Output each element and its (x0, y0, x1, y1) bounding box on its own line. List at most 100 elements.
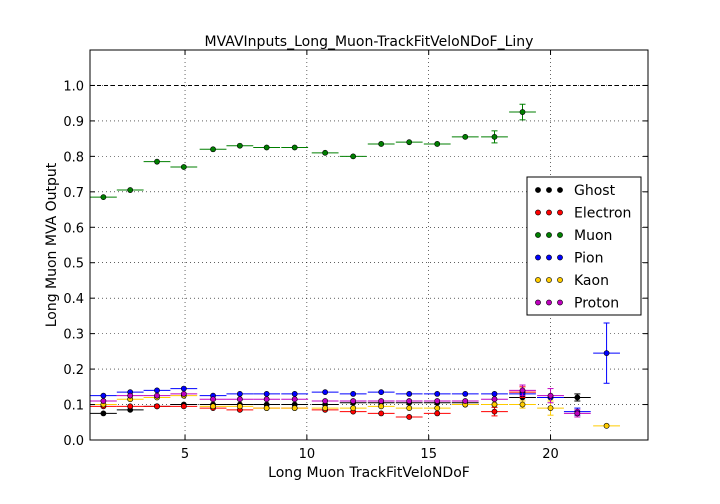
data-point (491, 396, 498, 403)
data-point (519, 109, 526, 115)
x-axis: 5 10 15 20 (181, 50, 559, 462)
data-point (378, 141, 385, 147)
data-point (350, 153, 357, 160)
y-axis-label: Long Muon MVA Output (44, 162, 60, 327)
data-point (434, 141, 441, 147)
y-tick-label: 0.5 (63, 257, 84, 272)
legend-marker (535, 299, 541, 306)
legend-marker (535, 254, 541, 261)
data-point (180, 164, 187, 170)
data-point (180, 391, 187, 397)
data-point (603, 350, 610, 357)
data-point (406, 391, 413, 397)
data-point (378, 403, 385, 410)
legend-marker (557, 299, 563, 306)
data-point (263, 144, 270, 151)
data-point (127, 187, 134, 193)
legend-entry: Kaon (535, 273, 609, 289)
y-tick-label: 0.0 (63, 434, 84, 449)
data-point (263, 405, 270, 411)
y-tick-label: 0.8 (63, 150, 84, 165)
data-point (491, 401, 498, 408)
data-point (154, 387, 160, 394)
data-point (491, 391, 498, 397)
legend-label: Proton (574, 296, 619, 312)
data-point (350, 391, 357, 397)
legend-entry: Muon (535, 228, 612, 244)
data-point (100, 398, 107, 404)
data-point (322, 405, 329, 411)
series-muon (90, 103, 536, 201)
y-tick-label: 1.0 (63, 79, 84, 94)
data-point (291, 405, 298, 411)
data-point (434, 405, 441, 411)
y-tick-label: 0.9 (63, 115, 84, 130)
data-point (406, 405, 413, 411)
legend-entry: Pion (535, 251, 603, 267)
data-point (291, 391, 298, 397)
legend-entry: Electron (535, 206, 631, 222)
x-tick-label: 5 (181, 447, 189, 462)
data-point (180, 385, 187, 392)
y-tick-label: 0.2 (63, 363, 84, 378)
data-point (519, 387, 526, 394)
legend-marker (557, 232, 563, 238)
data-point (378, 410, 385, 417)
data-point (406, 139, 413, 146)
data-point (462, 391, 469, 397)
data-point (263, 396, 270, 403)
y-tick-label: 0.4 (63, 292, 84, 307)
legend-marker (546, 232, 552, 238)
data-point (547, 405, 554, 411)
x-tick-label: 20 (542, 447, 559, 462)
y-axis: 0.0 0.1 0.2 0.3 0.4 0.5 0.6 0.7 0.8 0.9 1.0 (63, 79, 648, 449)
y-tick-label: 0.7 (63, 186, 84, 201)
legend-marker (557, 209, 563, 216)
data-point (462, 133, 469, 140)
data-point (406, 398, 413, 404)
data-point (434, 398, 441, 404)
data-point (462, 398, 469, 404)
data-point (100, 410, 107, 417)
x-tick-label: 15 (420, 447, 437, 462)
data-point (236, 142, 243, 149)
data-point (154, 403, 160, 410)
y-tick-label: 0.6 (63, 221, 84, 236)
data-point (100, 194, 107, 201)
legend-marker (546, 254, 552, 261)
data-point (434, 410, 441, 417)
legend-marker (546, 277, 552, 283)
legend-marker (546, 299, 552, 306)
data-point (180, 403, 187, 410)
data-point (236, 391, 243, 397)
data-point (491, 133, 498, 140)
data-point (127, 392, 134, 399)
data-point (491, 408, 498, 415)
data-point (574, 410, 581, 417)
data-point (210, 403, 216, 410)
data-point (603, 422, 610, 429)
plot-frame (89, 49, 649, 441)
data-point (350, 398, 357, 404)
series-kaon (90, 392, 620, 429)
legend-marker (546, 209, 552, 216)
data-point (519, 401, 526, 408)
legend-label: Muon (574, 228, 612, 244)
legend-label: Electron (574, 206, 631, 222)
legend-marker (535, 232, 541, 238)
legend: Ghost Electron Muon Pion Kaon Proton (526, 176, 642, 316)
data-point (236, 396, 243, 403)
y-tick-label: 0.3 (63, 328, 84, 343)
series-layer (90, 103, 620, 429)
legend-label: Ghost (574, 183, 616, 199)
legend-marker (557, 187, 563, 193)
data-point (236, 403, 243, 410)
x-axis-label: Long Muon TrackFitVeloNDoF (268, 465, 470, 481)
x-tick-label: 10 (299, 447, 316, 462)
data-point (291, 144, 298, 151)
data-point (322, 398, 329, 404)
data-point (434, 391, 441, 397)
legend-entry: Ghost (535, 183, 616, 199)
data-point (322, 149, 329, 156)
data-point (210, 146, 216, 153)
